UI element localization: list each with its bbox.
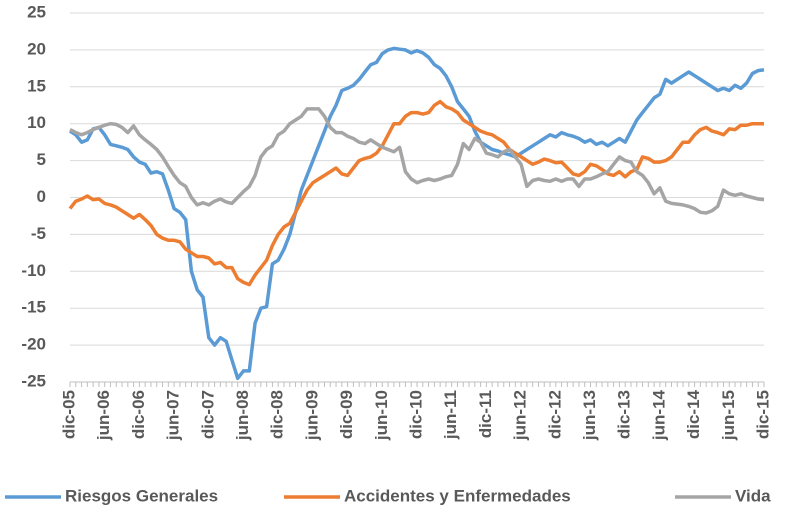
y-tick-label: 25: [27, 2, 46, 21]
x-tick-label: dic-07: [198, 390, 217, 439]
legend-label: Accidentes y Enfermedades: [344, 486, 571, 505]
x-tick-label: dic-13: [615, 390, 634, 439]
x-tick-label: dic-06: [129, 390, 148, 439]
x-tick-label: jun-15: [719, 390, 738, 441]
x-tick-label: jun-09: [302, 390, 321, 441]
x-tick-label: dic-09: [337, 390, 356, 439]
y-tick-label: 20: [27, 39, 46, 58]
legend-label: Riesgos Generales: [65, 486, 218, 505]
y-tick-label: 10: [27, 113, 46, 132]
y-tick-label: 5: [37, 150, 46, 169]
y-tick-label: -15: [21, 298, 46, 317]
y-tick-label: -25: [21, 371, 46, 390]
x-tick-label: jun-13: [580, 390, 599, 441]
x-tick-label: dic-10: [406, 390, 425, 439]
x-tick-label: dic-08: [268, 390, 287, 439]
x-tick-label: dic-15: [753, 390, 772, 439]
y-tick-label: -10: [21, 261, 46, 280]
y-tick-label: 0: [37, 187, 46, 206]
series-line: [69, 46, 765, 381]
x-tick-label: dic-05: [59, 390, 78, 439]
x-tick-label: jun-06: [94, 390, 113, 441]
x-tick-label: jun-08: [233, 390, 252, 441]
x-tick-label: jun-14: [649, 389, 668, 441]
x-tick-label: jun-07: [164, 390, 183, 441]
legend-label: Vida: [735, 486, 771, 505]
y-tick-label: -20: [21, 335, 46, 354]
x-tick-label: dic-14: [684, 389, 703, 439]
x-tick-label: jun-10: [372, 390, 391, 441]
x-tick-label: jun-12: [511, 390, 530, 441]
x-tick-label: dic-12: [545, 390, 564, 439]
y-tick-label: -5: [31, 224, 46, 243]
y-tick-label: 15: [27, 76, 46, 95]
series-line: [69, 107, 765, 215]
series-line: [68, 99, 764, 287]
x-tick-label: jun-11: [441, 390, 460, 440]
x-tick-label: dic-11: [476, 390, 495, 438]
